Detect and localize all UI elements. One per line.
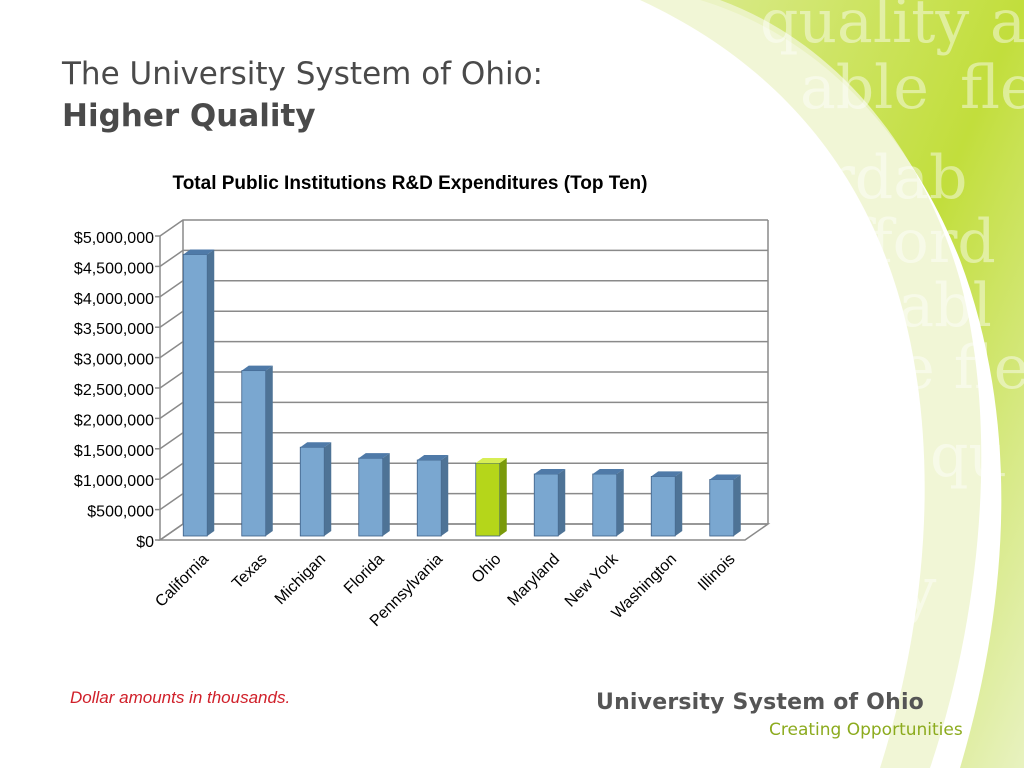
bar-top — [651, 471, 683, 477]
x-tick-label: Michigan — [272, 551, 329, 608]
y-tick-label: $4,000,000 — [74, 291, 154, 308]
y-tick-label: $3,500,000 — [74, 321, 154, 338]
y-tick-label: $500,000 — [87, 504, 154, 521]
bar-top — [475, 458, 507, 464]
bar-front — [416, 459, 442, 537]
y-tick-label: $3,000,000 — [74, 352, 154, 369]
bar-side — [675, 471, 683, 536]
bar-side — [265, 365, 273, 536]
bar-michigan — [299, 442, 332, 537]
watermark-word: able — [800, 53, 929, 123]
slide-subtitle: Higher Quality — [62, 98, 316, 134]
bar-side — [499, 458, 507, 536]
x-tick-labels: California Texas Michigan FloridaPennsylvan… — [152, 550, 738, 630]
y-tick-label: $5,000,000 — [74, 230, 154, 247]
bar-new-york — [592, 468, 624, 537]
watermark-word: fle — [960, 53, 1024, 123]
bar-side — [558, 468, 566, 536]
bar-side — [207, 249, 215, 536]
watermark-word: a — [990, 0, 1024, 57]
x-tick-label: California — [152, 551, 212, 611]
bar-side — [324, 442, 332, 536]
y-tick-label: $4,500,000 — [74, 260, 154, 277]
bar-front — [475, 462, 501, 537]
brand-tagline: Creating Opportunities — [769, 720, 963, 740]
bar-side — [616, 468, 624, 536]
watermark-word: lity — [840, 555, 936, 625]
bar-top — [592, 468, 624, 474]
y-tick-label: $2,500,000 — [74, 382, 154, 399]
bar-illinois — [709, 474, 741, 537]
bar-side — [382, 453, 390, 536]
bar-front — [358, 457, 384, 537]
slide-title: The University System of Ohio: — [62, 56, 543, 92]
bar-maryland — [533, 468, 566, 537]
x-tick-label: Maryland — [505, 551, 564, 610]
bar-texas — [241, 365, 273, 537]
light-swoosh — [640, 0, 982, 768]
bar-front — [299, 446, 325, 537]
chart-floor — [157, 523, 771, 541]
bar-front — [592, 473, 618, 537]
brand-name: University System of Ohio — [596, 690, 924, 715]
x-tick-label: Ohio — [469, 551, 505, 587]
bar-front — [533, 473, 559, 537]
chart-title: Total Public Institutions R&D Expenditur… — [173, 173, 648, 194]
x-tick-label: Illinois — [695, 551, 738, 594]
green-swoosh — [700, 0, 1024, 768]
y-tick-label: $0 — [136, 534, 154, 551]
bar-top — [183, 249, 215, 255]
bar-florida — [358, 453, 390, 537]
bar-front — [650, 476, 676, 537]
bar-ohio — [475, 458, 507, 537]
y-tick-label: $1,000,000 — [74, 473, 154, 490]
bar-pennsylvania — [416, 455, 449, 537]
bar-front — [709, 479, 735, 537]
chart-bars — [182, 249, 741, 537]
bar-top — [300, 442, 332, 448]
y-tick-labels: $0 $500,000 $1,000,000 $1,500,000 $2,000,000… — [74, 230, 154, 551]
bar-front — [182, 254, 208, 537]
bar-california — [182, 249, 215, 537]
x-tick-label: New York — [562, 550, 623, 611]
watermark-word: fford — [850, 207, 996, 277]
watermark-word: dabl — [860, 271, 992, 341]
bar-top — [358, 453, 390, 459]
bar-top — [417, 455, 449, 460]
bar-side — [733, 474, 741, 536]
x-tick-label: Florida — [341, 551, 388, 598]
watermark-word: qu — [930, 421, 1007, 491]
watermark-word: ordab — [790, 143, 967, 213]
y-tick-label: $2,000,000 — [74, 412, 154, 429]
bar-side — [441, 455, 449, 536]
y-tick-label: $1,500,000 — [74, 443, 154, 460]
footnote: Dollar amounts in thousands. — [70, 688, 291, 707]
watermark-word: quality — [760, 0, 969, 57]
bar-washington — [650, 471, 683, 537]
bar-top — [709, 474, 741, 480]
watermark-word: le fle — [880, 333, 1024, 403]
x-tick-label: Texas — [229, 551, 271, 593]
bar-top — [534, 468, 566, 474]
bar-front — [241, 370, 267, 537]
bar-top — [241, 365, 273, 371]
